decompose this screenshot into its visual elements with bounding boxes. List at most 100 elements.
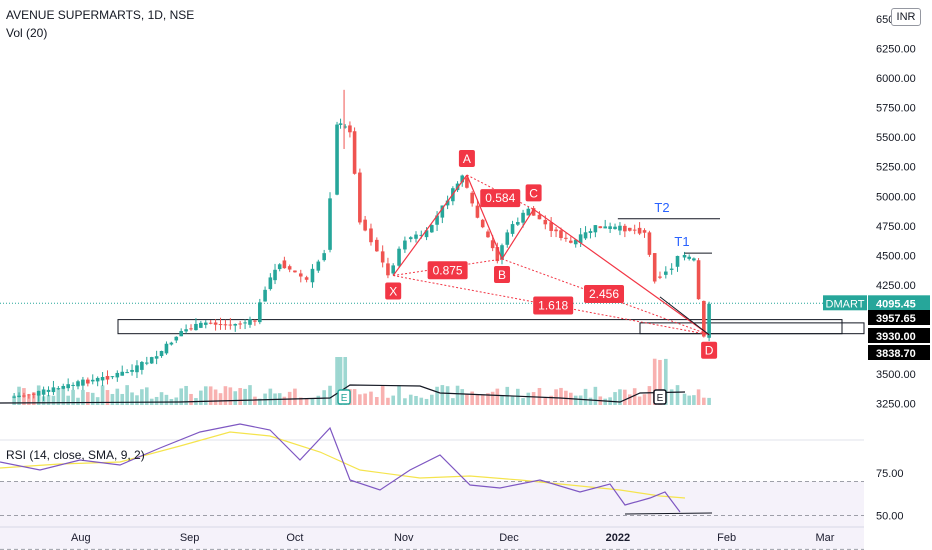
candle-body bbox=[81, 379, 85, 386]
volume-bar bbox=[358, 394, 362, 405]
price-axis-badge bbox=[868, 328, 930, 343]
candle-body bbox=[375, 239, 379, 252]
candle-body bbox=[537, 214, 542, 220]
price-tick-label: 6000.00 bbox=[876, 73, 916, 85]
volume-bar bbox=[440, 385, 445, 405]
volume-bar bbox=[189, 393, 193, 405]
volume-bar bbox=[56, 388, 61, 405]
time-tick-label: Sep bbox=[180, 532, 200, 544]
volume-bar bbox=[338, 357, 343, 405]
price-axis-value: 3838.70 bbox=[876, 348, 916, 360]
candle-body bbox=[460, 175, 465, 183]
volume-bar bbox=[17, 386, 21, 405]
candle-body bbox=[578, 234, 583, 243]
candle-body bbox=[465, 177, 469, 188]
volume-bar bbox=[159, 392, 164, 405]
volume-bar bbox=[578, 395, 583, 405]
time-tick-label: Dec bbox=[499, 532, 519, 544]
volume-bar bbox=[135, 395, 139, 405]
volume-bar bbox=[490, 391, 495, 405]
price-axis-value: 3930.00 bbox=[876, 331, 916, 343]
candle-body bbox=[95, 377, 100, 382]
currency-button[interactable]: INR bbox=[891, 8, 921, 26]
volume-bar bbox=[328, 385, 332, 405]
volume-bar bbox=[702, 397, 706, 405]
volume-bar bbox=[228, 387, 233, 405]
volume-bar bbox=[120, 393, 125, 405]
candle-body bbox=[218, 324, 223, 326]
candle-body bbox=[419, 234, 424, 236]
candle-body bbox=[17, 395, 21, 398]
candle-body bbox=[179, 331, 183, 337]
volume-bar bbox=[637, 396, 642, 405]
candle-body bbox=[194, 323, 198, 331]
candle-body bbox=[184, 329, 188, 332]
candle-body bbox=[310, 268, 315, 283]
candle-body bbox=[316, 261, 321, 271]
volume-bar bbox=[403, 398, 407, 405]
volume-bar bbox=[510, 395, 515, 405]
candle-body bbox=[169, 342, 174, 345]
volume-bar bbox=[105, 390, 110, 405]
price-tick-label: 5750.00 bbox=[876, 103, 916, 115]
candle-body bbox=[702, 300, 706, 337]
volume-bar bbox=[521, 398, 525, 405]
time-tick-label: Feb bbox=[717, 532, 736, 544]
candle-body bbox=[140, 361, 144, 370]
volume-bar bbox=[233, 391, 238, 405]
volume-bar bbox=[287, 391, 292, 405]
candle-body bbox=[328, 198, 332, 250]
volume-bar bbox=[31, 392, 36, 405]
volume-bar bbox=[51, 395, 56, 405]
pattern-point-label: C bbox=[529, 186, 538, 200]
pattern-ratio-badge bbox=[533, 296, 574, 315]
candle-body bbox=[348, 125, 352, 133]
volume-bar bbox=[363, 393, 367, 405]
volume-bar bbox=[613, 392, 617, 405]
volume-indicator-label: Vol (20) bbox=[6, 26, 48, 40]
volume-bar bbox=[100, 385, 105, 405]
candle-body bbox=[642, 230, 647, 233]
volume-bar bbox=[218, 393, 223, 405]
price-tick-label: 5250.00 bbox=[876, 162, 916, 174]
candle-body bbox=[208, 322, 213, 324]
pattern-ratio-label: 1.618 bbox=[538, 299, 568, 313]
volume-bar bbox=[248, 385, 252, 405]
candle-body bbox=[352, 131, 357, 174]
candle-body bbox=[500, 245, 504, 260]
pattern-leg-line bbox=[392, 174, 468, 276]
earnings-event-marker bbox=[653, 389, 667, 405]
candle-body bbox=[110, 376, 115, 378]
volume-bar bbox=[430, 394, 434, 405]
target-label: T1 bbox=[674, 234, 689, 249]
volume-bar bbox=[445, 386, 450, 405]
volume-bar bbox=[682, 393, 687, 405]
volume-bar bbox=[707, 397, 711, 405]
volume-bar bbox=[391, 395, 395, 405]
volume-bar bbox=[627, 394, 632, 405]
candle-body bbox=[149, 357, 154, 364]
candle-body bbox=[603, 226, 608, 229]
price-tick-label: 4250.00 bbox=[876, 280, 916, 292]
candle-body bbox=[475, 205, 480, 218]
candle-body bbox=[100, 377, 105, 381]
volume-bar bbox=[603, 398, 608, 405]
candle-body bbox=[233, 323, 238, 326]
volume-bar bbox=[130, 392, 134, 405]
candle-body bbox=[470, 192, 474, 204]
candle-body bbox=[287, 266, 292, 270]
candle-body bbox=[414, 234, 418, 239]
volume-bar bbox=[268, 388, 273, 405]
volume-bar bbox=[343, 357, 348, 405]
volume-bar bbox=[526, 392, 531, 405]
volume-bar bbox=[419, 397, 424, 405]
pattern-leg-line bbox=[466, 174, 503, 260]
candle-body bbox=[31, 393, 36, 395]
candle-body bbox=[76, 381, 80, 387]
candle-body bbox=[440, 205, 445, 218]
volume-bar bbox=[238, 388, 242, 405]
volume-bar bbox=[475, 394, 480, 405]
candle-body bbox=[569, 240, 573, 243]
volume-bar bbox=[652, 358, 657, 405]
candle-body bbox=[391, 265, 395, 274]
